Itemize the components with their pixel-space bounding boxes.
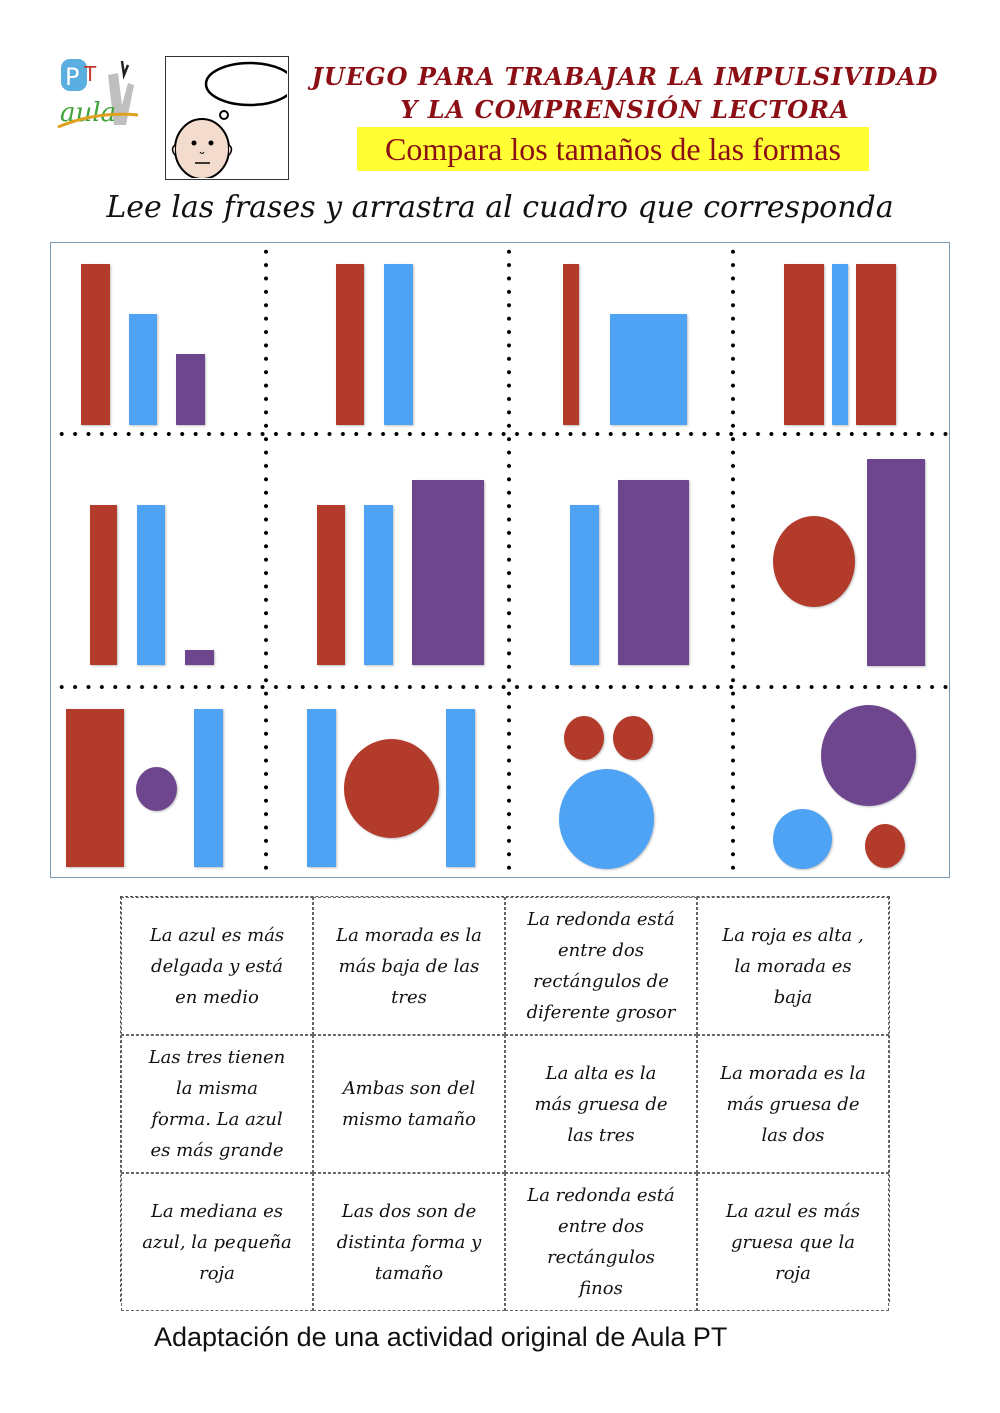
divider-vertical-2 (507, 245, 511, 875)
sentence-card-7[interactable]: La alta es la más gruesa de las tres (505, 1035, 697, 1173)
drop-zone-3[interactable] (511, 243, 731, 432)
aula-pt-logo: P T aula (56, 55, 146, 135)
wide-red-rectangle (66, 709, 124, 867)
purple-bar (176, 354, 205, 425)
drop-zone-4[interactable] (735, 243, 949, 432)
drop-zone-6[interactable] (268, 436, 507, 685)
blue-rectangle (610, 314, 687, 425)
small-purple-circle (136, 767, 177, 811)
drop-zone-5[interactable] (51, 436, 264, 685)
thin-red-bar (563, 264, 579, 425)
red-bar (336, 264, 364, 425)
divider-horizontal-1 (55, 432, 949, 436)
sentence-card-4[interactable]: La roja es alta , la morada es baja (697, 897, 889, 1035)
drop-zone-7[interactable] (511, 436, 731, 685)
svg-text:P: P (65, 63, 79, 91)
divider-vertical-3 (731, 245, 735, 875)
divider-vertical-1 (264, 245, 268, 875)
medium-blue-circle (773, 809, 832, 869)
instruction-text: Lee las frases y arrastra al cuadro que … (106, 190, 894, 225)
red-circle (773, 516, 855, 607)
tall-purple-rectangle (867, 459, 925, 666)
wide-purple-rectangle (618, 480, 689, 665)
blue-bar (364, 505, 393, 665)
red-bar (90, 505, 117, 665)
sentence-card-11[interactable]: La redonda está entre dos rectángulos fi… (505, 1173, 697, 1311)
thin-blue-bar (446, 709, 475, 867)
sentence-card-8[interactable]: La morada es la más gruesa de las dos (697, 1035, 889, 1173)
sentence-card-5[interactable]: Las tres tienen la misma forma. La azul … (121, 1035, 313, 1173)
sentence-card-12[interactable]: La azul es más gruesa que la roja (697, 1173, 889, 1311)
small-red-circle (564, 716, 604, 760)
red-bar (317, 505, 345, 665)
small-red-circle (613, 716, 653, 760)
blue-bar (194, 709, 223, 867)
drop-zone-2[interactable] (268, 243, 507, 432)
sentence-card-6[interactable]: Ambas son del mismo tamaño (313, 1035, 505, 1173)
sentence-card-1[interactable]: La azul es más delgada y está en medio (121, 897, 313, 1035)
blue-bar (137, 505, 165, 665)
blue-bar (384, 264, 413, 425)
short-purple-bar (185, 650, 214, 665)
page-title-line-2: Y LA COMPRENSIÓN LECTORA (400, 95, 850, 124)
thin-blue-bar (307, 709, 336, 867)
thick-red-bar (784, 264, 824, 425)
drop-zone-12[interactable] (735, 689, 949, 877)
drop-zone-8[interactable] (735, 436, 949, 685)
thinking-face-pictogram (165, 56, 296, 180)
svg-text:T: T (83, 62, 97, 86)
sentence-card-9[interactable]: La mediana es azul, la pequeña roja (121, 1173, 313, 1311)
small-red-circle (865, 824, 905, 868)
sentence-card-3[interactable]: La redonda está entre dos rectángulos de… (505, 897, 697, 1035)
drop-zone-9[interactable] (51, 689, 264, 877)
blue-bar (570, 505, 599, 665)
divider-horizontal-2 (55, 685, 949, 689)
drop-zone-1[interactable] (51, 243, 264, 432)
thick-red-bar (856, 264, 896, 425)
blue-bar (129, 314, 157, 425)
drop-zone-10[interactable] (268, 689, 507, 877)
large-blue-circle (559, 769, 654, 869)
drop-zone-11[interactable] (511, 689, 731, 877)
sentence-cards-grid: La azul es más delgada y está en medio L… (120, 896, 890, 1311)
red-bar (81, 264, 110, 425)
footer-credit: Adaptación de una actividad original de … (154, 1322, 728, 1352)
large-purple-circle (821, 705, 916, 806)
shapes-board (50, 242, 950, 878)
page-title-line-1: JUEGO PARA TRABAJAR LA IMPULSIVIDAD (311, 62, 939, 91)
thin-blue-bar (832, 264, 848, 425)
sentence-card-2[interactable]: La morada es la más baja de las tres (313, 897, 505, 1035)
sentence-card-10[interactable]: Las dos son de distinta forma y tamaño (313, 1173, 505, 1311)
red-circle (344, 739, 439, 838)
page-subtitle: Compara los tamaños de las formas (357, 127, 869, 171)
wide-purple-rectangle (412, 480, 484, 665)
